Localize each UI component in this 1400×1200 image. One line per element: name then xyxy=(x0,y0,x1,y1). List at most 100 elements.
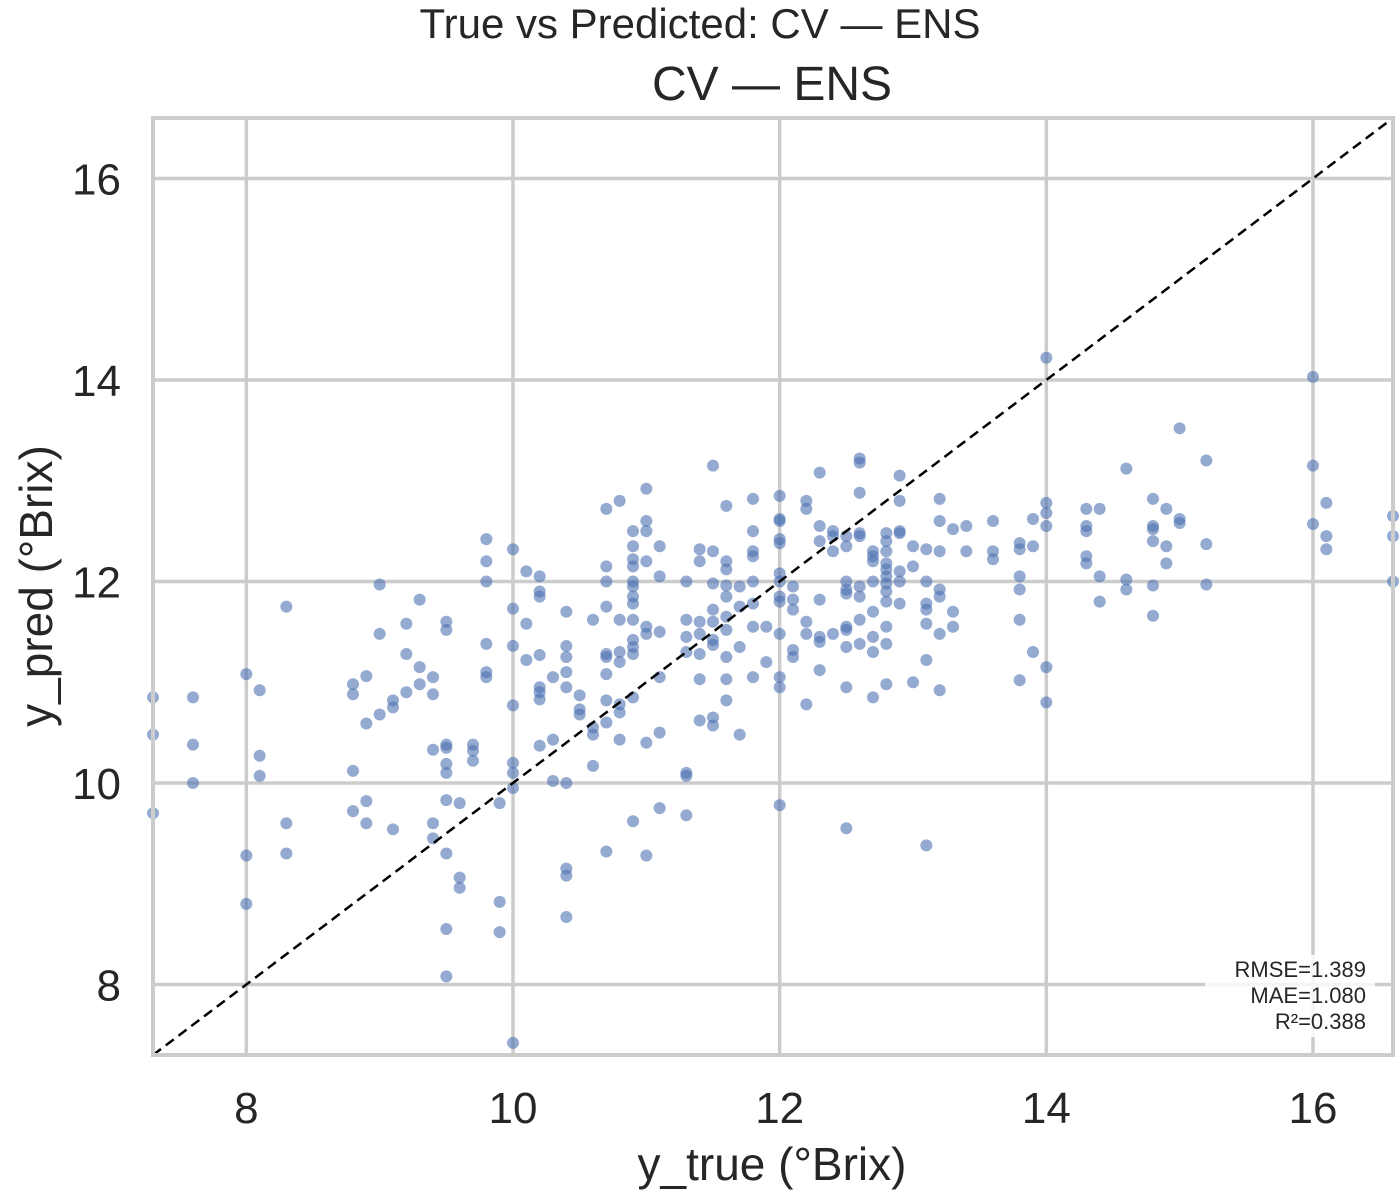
data-point xyxy=(920,654,933,667)
chart-suptitle: True vs Predicted: CV — ENS xyxy=(420,0,981,47)
data-point xyxy=(747,671,759,684)
data-point xyxy=(840,540,853,553)
data-point xyxy=(1147,492,1159,505)
data-point xyxy=(533,739,546,752)
data-point xyxy=(427,688,439,701)
data-point xyxy=(933,627,946,640)
data-point xyxy=(907,540,919,553)
data-point xyxy=(1160,540,1173,553)
data-point xyxy=(773,799,786,812)
data-point xyxy=(613,656,626,669)
data-point xyxy=(1013,570,1026,583)
data-points xyxy=(147,351,1399,1049)
data-point xyxy=(680,613,693,626)
data-point xyxy=(840,640,853,653)
data-point xyxy=(640,482,653,495)
data-point xyxy=(427,832,439,845)
data-point xyxy=(1040,696,1053,709)
data-point xyxy=(627,540,639,553)
data-point xyxy=(627,560,639,573)
data-point xyxy=(733,728,746,741)
data-point xyxy=(747,492,759,505)
data-point xyxy=(560,605,573,618)
data-point xyxy=(640,525,653,538)
y-tick-label: 12 xyxy=(72,558,121,607)
data-point xyxy=(653,671,666,684)
data-point xyxy=(427,743,439,756)
data-point xyxy=(280,847,293,860)
data-point xyxy=(413,678,426,691)
data-point xyxy=(680,809,693,822)
data-point xyxy=(1120,583,1133,596)
data-point xyxy=(800,627,813,640)
data-point xyxy=(187,776,199,789)
data-point xyxy=(960,520,973,533)
data-point xyxy=(453,797,466,810)
data-point xyxy=(747,620,759,633)
data-point xyxy=(480,671,493,684)
data-point xyxy=(507,782,519,795)
data-point xyxy=(947,523,959,536)
data-point xyxy=(653,540,666,553)
data-point xyxy=(360,795,373,808)
x-tick-label: 12 xyxy=(755,1084,804,1133)
data-point xyxy=(440,794,453,807)
data-point xyxy=(720,651,733,664)
data-point xyxy=(1040,661,1053,674)
y-axis-label: y_pred (°Brix) xyxy=(10,445,62,727)
data-point xyxy=(627,580,639,593)
data-point xyxy=(453,881,466,894)
data-point xyxy=(920,617,933,630)
data-point xyxy=(827,627,839,640)
data-point xyxy=(493,926,506,939)
data-point xyxy=(867,605,879,618)
data-point xyxy=(1013,674,1026,687)
data-point xyxy=(240,897,253,910)
data-point xyxy=(560,869,573,882)
data-point xyxy=(427,817,439,830)
data-point xyxy=(1320,530,1333,543)
data-point xyxy=(360,817,373,830)
data-point xyxy=(413,661,426,674)
data-point xyxy=(813,520,826,533)
data-point xyxy=(440,623,453,636)
data-point xyxy=(373,708,386,721)
data-point xyxy=(693,648,706,661)
stats-line: RMSE=1.389 xyxy=(1235,957,1366,982)
data-point xyxy=(1013,543,1026,556)
data-point xyxy=(600,600,613,613)
data-point xyxy=(1147,579,1159,592)
data-point xyxy=(560,639,573,652)
data-point xyxy=(533,590,546,603)
data-point xyxy=(1307,518,1319,531)
data-point xyxy=(827,545,839,558)
data-point xyxy=(493,797,506,810)
data-point xyxy=(253,749,266,762)
data-point xyxy=(507,756,519,769)
data-point xyxy=(387,823,399,836)
data-point xyxy=(800,502,813,515)
data-point xyxy=(880,545,893,558)
data-point xyxy=(533,570,546,583)
data-point xyxy=(840,587,853,600)
data-point xyxy=(720,673,733,686)
data-point xyxy=(853,580,866,593)
data-point xyxy=(440,741,453,754)
y-tick-label: 16 xyxy=(72,155,121,204)
data-point xyxy=(613,733,626,746)
data-point xyxy=(440,766,453,779)
data-point xyxy=(1080,525,1093,538)
data-point xyxy=(680,630,693,643)
data-point xyxy=(560,776,573,789)
data-point xyxy=(627,597,639,610)
data-point xyxy=(773,681,786,694)
data-point xyxy=(880,637,893,650)
data-point xyxy=(520,654,533,667)
data-point xyxy=(1160,502,1173,515)
data-point xyxy=(853,613,866,626)
data-point xyxy=(653,570,666,583)
data-point xyxy=(533,649,546,662)
data-point xyxy=(600,845,613,858)
data-point xyxy=(640,555,653,568)
